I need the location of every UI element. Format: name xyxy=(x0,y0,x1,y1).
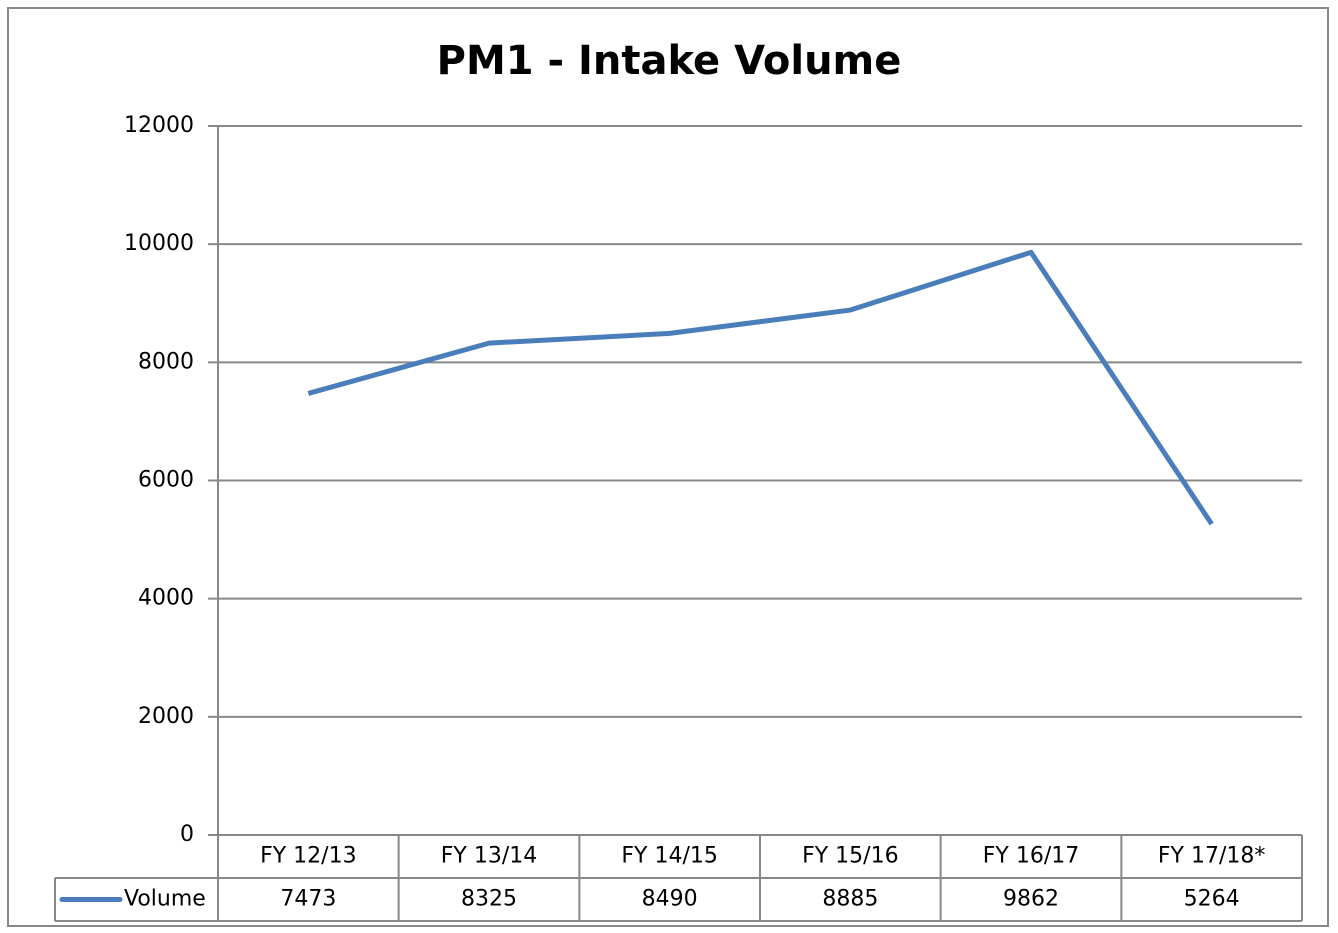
x-tick-label: FY 15/16 xyxy=(802,844,899,869)
table-value: 8325 xyxy=(461,887,517,912)
y-tick-label: 2000 xyxy=(138,704,194,729)
line xyxy=(307,249,1214,526)
table-value: 8490 xyxy=(642,887,698,912)
chart-border xyxy=(7,7,1329,927)
y-tick-label: 10000 xyxy=(124,231,194,256)
y-tick-label: 4000 xyxy=(138,586,194,611)
table-value: 5264 xyxy=(1184,887,1240,912)
table-value: 7473 xyxy=(280,887,336,912)
legend-label: Volume xyxy=(124,887,206,912)
x-tick-label: FY 17/18* xyxy=(1158,844,1266,869)
y-tick-label: 8000 xyxy=(138,349,194,374)
y-tick-label: 12000 xyxy=(124,113,194,138)
y-tick-label: 6000 xyxy=(138,468,194,493)
chart-title: PM1 - Intake Volume xyxy=(437,38,902,84)
y-tick-label: 0 xyxy=(180,822,194,847)
table-value: 8885 xyxy=(822,887,878,912)
x-tick-label: FY 12/13 xyxy=(260,844,357,869)
x-tick-label: FY 13/14 xyxy=(441,844,538,869)
x-tick-label: FY 16/17 xyxy=(983,844,1080,869)
table-value: 9862 xyxy=(1003,887,1059,912)
x-tick-label: FY 14/15 xyxy=(621,844,718,869)
